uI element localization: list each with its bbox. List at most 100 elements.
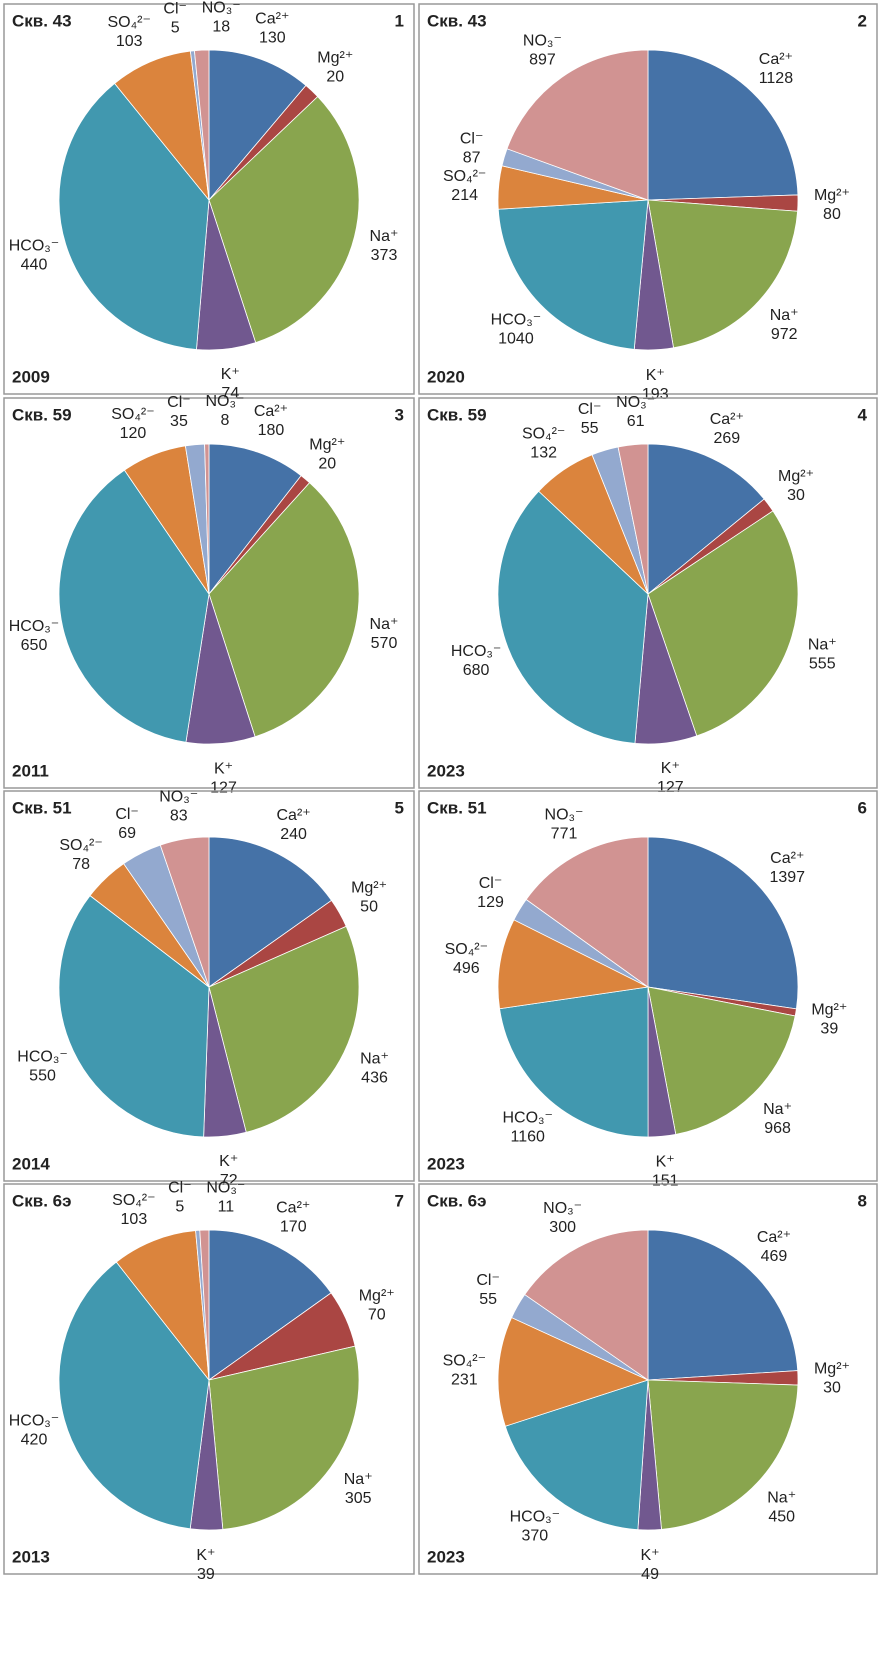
slice-label: Cl⁻ <box>476 1272 500 1289</box>
pie-slice <box>504 1379 649 1531</box>
slice-value: 680 <box>463 662 490 679</box>
slice-value: 1397 <box>769 869 805 886</box>
slice-value: 30 <box>823 1380 841 1397</box>
slice-label: Na⁺ <box>767 1490 796 1507</box>
slice-label: Na⁺ <box>360 1051 389 1068</box>
slice-label: NO₃⁻ <box>543 1200 582 1217</box>
slice-label: Cl⁻ <box>460 131 484 148</box>
panel-number: 2 <box>858 11 867 30</box>
slice-value: 771 <box>551 825 578 842</box>
slice-label: HCO₃⁻ <box>9 618 60 635</box>
slice-label: NO₃⁻ <box>202 0 241 16</box>
pie-slice <box>58 1261 210 1530</box>
slice-label: K⁺ <box>219 1153 238 1170</box>
slice-value: 103 <box>121 1211 148 1228</box>
slice-label: Cl⁻ <box>168 1180 192 1197</box>
pie-slice <box>617 443 649 595</box>
slice-label: SO₄²⁻ <box>59 837 102 854</box>
pie-slice <box>199 1229 210 1381</box>
slice-value: 70 <box>368 1307 386 1324</box>
slice-label: SO₄²⁻ <box>445 941 488 958</box>
pie-slice <box>506 49 649 201</box>
slice-value: 129 <box>477 894 504 911</box>
slice-value: 370 <box>521 1527 548 1544</box>
slice-label: Ca²⁺ <box>276 807 310 824</box>
slice-label: NO₃⁻ <box>545 806 584 823</box>
panel-year: 2011 <box>12 761 49 780</box>
panel-title: Скв. 51 <box>12 798 72 817</box>
pie-slice <box>58 469 210 743</box>
slice-value: 469 <box>761 1248 788 1265</box>
slice-value: 214 <box>451 187 478 204</box>
slice-value: 1040 <box>498 330 534 347</box>
pie-slice <box>647 1229 799 1381</box>
slice-value: 420 <box>21 1431 48 1448</box>
slice-label: Ca²⁺ <box>770 850 804 867</box>
panel-frame <box>418 397 878 789</box>
slice-value: 55 <box>581 420 599 437</box>
panel-title: Скв. 43 <box>12 11 72 30</box>
panel-year: 2020 <box>427 367 465 386</box>
slice-label: Ca²⁺ <box>757 1229 791 1246</box>
pie-slice <box>497 919 650 1010</box>
slice-label: K⁺ <box>656 1153 675 1170</box>
slice-label: Mg²⁺ <box>309 436 345 453</box>
slice-value: 550 <box>29 1068 56 1085</box>
slice-label: K⁺ <box>641 1547 660 1564</box>
slice-value: 170 <box>280 1219 307 1236</box>
slice-label: Na⁺ <box>763 1101 792 1118</box>
pie-slice <box>647 510 799 737</box>
slice-label: NO₃⁻ <box>205 393 244 410</box>
pie-panel: Скв. 43 12009Ca²⁺130Mg²⁺20Na⁺373K⁺74HCO₃⁻… <box>3 0 415 402</box>
slice-label: SO₄²⁻ <box>111 406 154 423</box>
panel-frame <box>3 3 415 395</box>
slice-label: Cl⁻ <box>115 806 139 823</box>
slice-value: 5 <box>175 1199 184 1216</box>
slice-label: SO₄²⁻ <box>112 1192 155 1209</box>
slice-value: 496 <box>453 960 480 977</box>
pie-slice <box>159 836 210 988</box>
pie-slice <box>647 986 796 1135</box>
pie-slice <box>525 836 649 988</box>
pie-slice <box>208 96 360 344</box>
pie-slice <box>193 49 210 201</box>
slice-label: Cl⁻ <box>163 0 187 17</box>
pie-slice <box>58 895 210 1138</box>
panel-frame <box>418 3 878 395</box>
panel-year: 2023 <box>427 761 465 780</box>
pie-slice <box>524 1229 649 1381</box>
slice-label: Cl⁻ <box>578 401 602 418</box>
slice-label: Cl⁻ <box>167 394 191 411</box>
slice-value: 127 <box>657 779 684 796</box>
slice-value: 1160 <box>511 1128 546 1145</box>
pie-slice <box>497 199 649 350</box>
slice-value: 120 <box>120 425 147 442</box>
slice-label: Mg²⁺ <box>351 879 387 896</box>
slice-label: Cl⁻ <box>479 875 503 892</box>
slice-label: Mg²⁺ <box>811 1001 847 1018</box>
slice-label: Mg²⁺ <box>814 187 850 204</box>
panel-frame <box>418 790 878 1182</box>
slice-value: 127 <box>210 780 237 797</box>
slice-value: 450 <box>768 1509 795 1526</box>
slice-value: 300 <box>549 1219 576 1236</box>
slice-label: SO₄²⁻ <box>443 168 486 185</box>
panel-year: 2023 <box>427 1154 465 1173</box>
pie-slice <box>208 1229 332 1381</box>
slice-label: Ca²⁺ <box>276 1200 310 1217</box>
slice-value: 87 <box>463 150 481 167</box>
slice-label: Ca²⁺ <box>710 411 744 428</box>
slice-value: 49 <box>641 1566 659 1583</box>
slice-value: 61 <box>627 413 645 430</box>
slice-label: Na⁺ <box>344 1471 373 1488</box>
slice-value: 972 <box>771 326 798 343</box>
slice-label: HCO₃⁻ <box>510 1508 561 1525</box>
slice-label: Na⁺ <box>770 307 799 324</box>
slice-value: 30 <box>787 487 805 504</box>
slice-label: K⁺ <box>196 1547 215 1564</box>
slice-value: 72 <box>220 1172 238 1189</box>
slice-value: 440 <box>21 256 48 273</box>
pie-slice <box>647 836 799 1010</box>
slice-value: 130 <box>259 29 286 46</box>
